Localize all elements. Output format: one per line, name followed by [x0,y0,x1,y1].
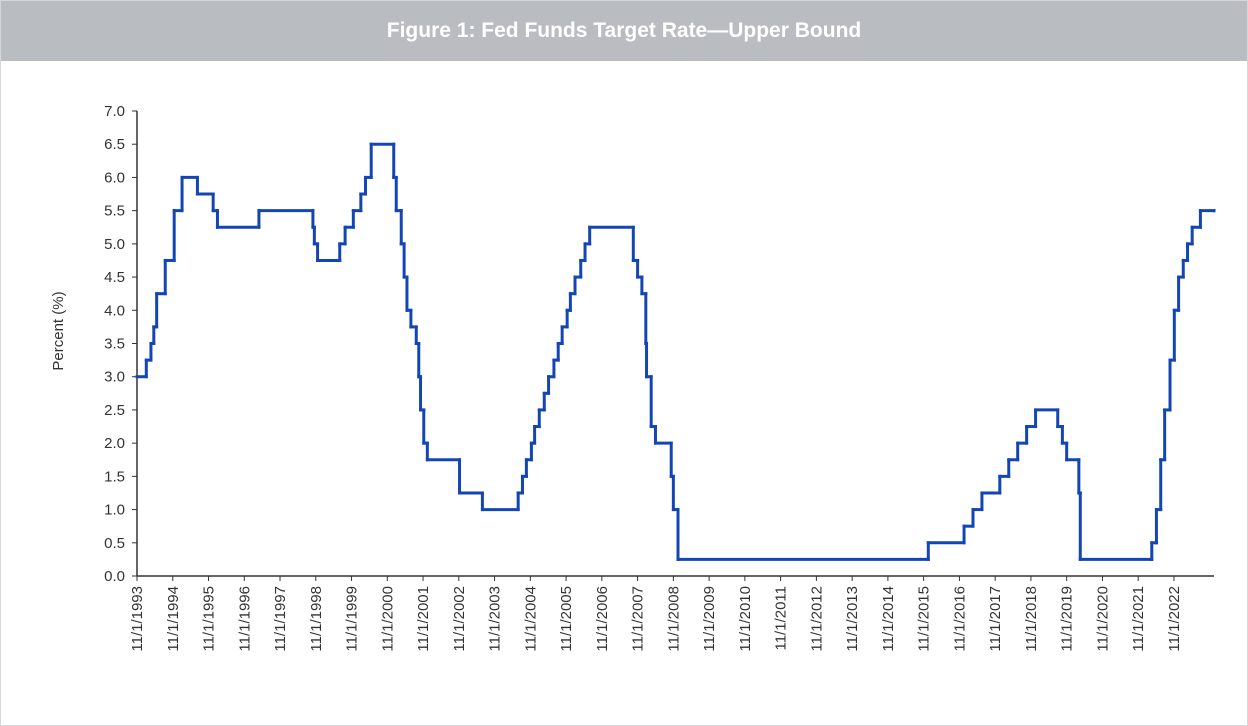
x-tick-label: 11/1/2002 [451,586,468,652]
x-tick-label: 11/1/2021 [1130,586,1147,652]
y-tick-label: 0.0 [104,568,125,585]
y-tick-label: 5.5 [104,203,125,220]
y-tick-label: 4.0 [104,302,125,319]
x-tick-label: 11/1/2018 [1023,586,1040,652]
y-tick-label: 0.5 [104,535,125,552]
y-tick-label: 5.0 [104,236,125,253]
y-tick-label: 7.0 [104,103,125,120]
x-tick-label: 11/1/2006 [594,586,611,652]
y-tick-label: 3.5 [104,336,125,353]
x-tick-label: 11/1/2010 [737,586,754,652]
x-tick-label: 11/1/1997 [272,586,289,652]
x-tick-label: 11/1/2013 [844,586,861,652]
x-tick-label: 11/1/2019 [1059,586,1076,652]
x-tick-label: 11/1/2008 [665,586,682,652]
x-tick-label: 11/1/1994 [165,586,182,652]
x-tick-label: 11/1/2022 [1166,586,1183,652]
x-tick-label: 11/1/2003 [487,586,504,652]
chart: Percent (%) 0.0 0.5 1.0 1.5 2.0 2.5 3.0 3.5 4.0 4… [50,103,1216,652]
x-tick-label: 11/1/2015 [916,586,933,652]
x-tick-label: 11/1/2009 [701,586,718,652]
y-tick-label: 1.5 [104,468,125,485]
x-tick-label: 11/1/1995 [201,586,218,652]
y-axis-label: Percent (%) [50,291,67,370]
x-tick-label: 11/1/1996 [236,586,253,652]
x-tick-label: 11/1/1993 [129,586,146,652]
y-tick-label: 6.5 [104,136,125,153]
x-tick-label: 11/1/2011 [773,586,790,651]
y-tick-label: 4.5 [104,269,125,286]
y-tick-label: 1.0 [104,502,125,519]
x-tick-label: 11/1/2005 [558,586,575,652]
x-tick-label: 11/1/2016 [951,586,968,652]
x-tick-label: 11/1/2014 [880,586,897,652]
x-tick-label: 11/1/2007 [630,586,647,652]
x-tick-label: 11/1/2017 [987,586,1004,652]
y-tick-label: 6.0 [104,169,125,186]
x-tick-label: 11/1/1998 [308,586,325,652]
x-tick-label: 11/1/2001 [415,586,432,652]
x-tick-label: 11/1/2004 [522,586,539,652]
y-tick-label: 3.0 [104,369,125,386]
x-tick-label: 11/1/2012 [808,586,825,652]
chart-title: Figure 1: Fed Funds Target Rate—Upper Bo… [1,1,1247,61]
x-tick-label: 11/1/2020 [1094,586,1111,652]
x-tick-label: 11/1/2000 [379,586,396,652]
y-tick-label: 2.0 [104,435,125,452]
y-tick-label: 2.5 [104,402,125,419]
x-tick-label: 11/1/1999 [344,586,361,652]
